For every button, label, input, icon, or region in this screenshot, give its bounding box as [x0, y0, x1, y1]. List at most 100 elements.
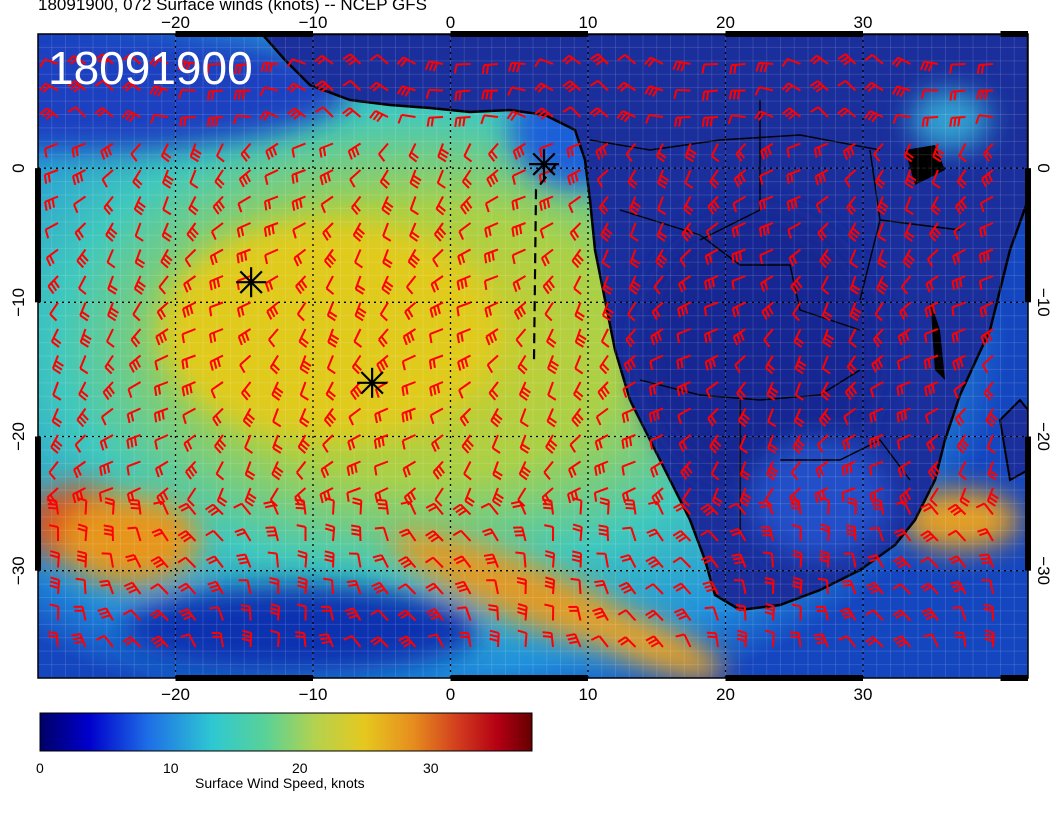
- wind-barb-flag: [47, 631, 57, 635]
- wind-barb-flag: [317, 57, 326, 65]
- wind-barb-flag: [515, 280, 521, 290]
- wind-barb-flag: [648, 531, 658, 538]
- wind-barb-flag: [843, 58, 852, 66]
- wind-barb-flag: [895, 638, 905, 645]
- wind-barb-flag: [400, 559, 410, 566]
- wind-barb: [237, 195, 252, 205]
- wind-barb-flag: [426, 608, 436, 614]
- wind-barb-flag: [738, 420, 747, 428]
- wind-barb-flag: [352, 497, 362, 502]
- wind-barb-flag: [793, 198, 798, 208]
- wind-barb-flag: [930, 468, 938, 477]
- wind-barb-flag: [327, 367, 336, 375]
- wind-barb-flag: [850, 288, 859, 295]
- wind-barb-flag: [522, 386, 531, 394]
- wind-barb-flag: [178, 608, 188, 614]
- wind-barb-flag: [77, 550, 87, 555]
- wind-barb: [953, 222, 967, 233]
- wind-barb-flag: [319, 493, 324, 504]
- wind-barb: [457, 248, 471, 258]
- wind-barb-flag: [183, 614, 193, 621]
- wind-barb-flag: [545, 282, 553, 292]
- wind-barb-flag: [575, 390, 584, 398]
- wind-barb-flag: [568, 85, 577, 93]
- wind-barb-flag: [589, 79, 599, 87]
- wind-barb-flag: [877, 235, 887, 242]
- wind-barb-flag: [296, 471, 304, 481]
- wind-barb-flag: [135, 284, 145, 292]
- wind-barb: [237, 275, 251, 282]
- wind-barb: [704, 301, 719, 309]
- wind-barb: [629, 249, 637, 263]
- wind-barb-flag: [979, 531, 989, 537]
- wind-barb: [512, 195, 526, 203]
- wind-barb-flag: [711, 177, 720, 186]
- wind-barb-flag: [953, 91, 957, 101]
- wind-barb-flag: [106, 261, 116, 269]
- wind-barb-flag: [738, 389, 747, 398]
- wind-barb-flag: [875, 335, 883, 345]
- wind-barb: [485, 195, 499, 205]
- wind-barb-flag: [396, 85, 404, 95]
- wind-barb-flag: [654, 308, 661, 318]
- wind-barb-flag: [42, 110, 51, 118]
- wind-barb-flag: [324, 550, 334, 555]
- wind-barb: [100, 434, 114, 443]
- wind-barb-flag: [592, 109, 601, 118]
- wind-barb-flag: [837, 79, 846, 87]
- wind-barb-flag: [157, 385, 162, 395]
- wind-barb-flag: [623, 113, 631, 123]
- wind-barb-flag: [438, 465, 445, 474]
- wind-barb-flag: [241, 392, 249, 401]
- wind-barb-flag: [78, 415, 87, 424]
- wind-barb-flag: [297, 580, 307, 585]
- wind-barb-flag: [895, 87, 902, 96]
- wind-barb-flag: [902, 308, 909, 318]
- wind-barb-flag: [704, 281, 708, 291]
- wind-barb: [162, 196, 169, 210]
- wind-barb-flag: [543, 506, 553, 510]
- wind-barb-flag: [150, 609, 159, 617]
- wind-barb-flag: [561, 54, 570, 63]
- wind-barb-flag: [879, 201, 889, 209]
- wind-barb-flag: [238, 64, 242, 74]
- wind-barb: [541, 248, 554, 259]
- wind-barb: [326, 355, 334, 369]
- wind-barb-flag: [181, 333, 185, 344]
- wind-barb: [787, 57, 801, 65]
- wind-barb: [458, 381, 472, 391]
- wind-barb-flag: [177, 556, 187, 564]
- wind-barb-flag: [546, 340, 555, 348]
- wind-barb: [460, 530, 472, 542]
- wind-barb-flag: [872, 412, 877, 422]
- wind-barb: [484, 275, 499, 282]
- wind-barb: [677, 328, 691, 336]
- wind-barb-flag: [162, 257, 171, 265]
- wind-barb-flag: [990, 492, 999, 500]
- wind-barb-flag: [240, 604, 250, 608]
- wind-barb: [264, 86, 279, 92]
- wind-barb-flag: [867, 84, 876, 92]
- wind-barb-flag: [548, 363, 558, 371]
- wind-barb: [710, 143, 719, 157]
- colorbar-tick: 10: [163, 760, 179, 776]
- wind-barb-flag: [236, 553, 246, 558]
- wind-barb-flag: [867, 112, 875, 121]
- wind-barb-flag: [851, 310, 860, 318]
- wind-barb-flag: [54, 439, 63, 447]
- wind-barb: [652, 609, 664, 622]
- wind-barb-flag: [980, 90, 984, 100]
- wind-barb-flag: [94, 107, 103, 115]
- wind-barb: [877, 222, 884, 237]
- wind-barb-flag: [951, 281, 956, 291]
- wind-barb: [767, 408, 774, 422]
- wind-barb-flag: [180, 532, 190, 540]
- wind-barb-flag: [573, 287, 582, 295]
- wind-barb: [843, 407, 857, 418]
- wind-barb-flag: [792, 446, 801, 454]
- wind-barb-flag: [545, 576, 555, 582]
- wind-barb-flag: [814, 493, 819, 504]
- wind-barb-flag: [658, 231, 667, 239]
- wind-barb: [703, 89, 719, 93]
- wind-barb: [519, 408, 527, 422]
